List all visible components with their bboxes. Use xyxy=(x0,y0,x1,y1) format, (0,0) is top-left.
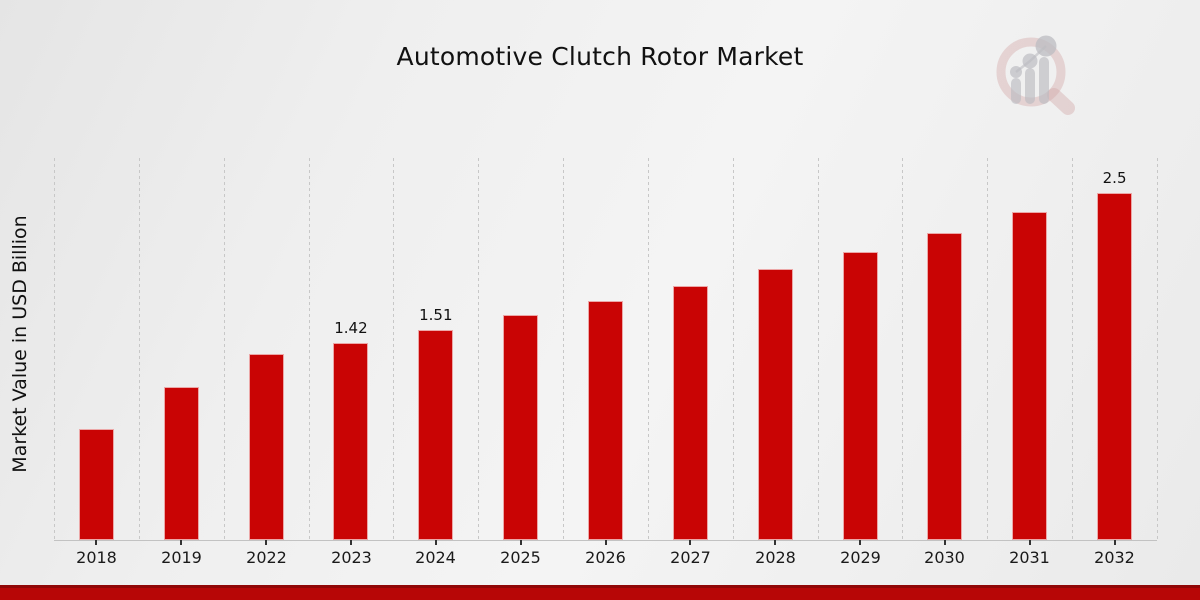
bar-2022 xyxy=(249,354,284,540)
gridline xyxy=(987,158,988,540)
bar-2029 xyxy=(843,252,878,540)
bar-2028 xyxy=(758,269,793,540)
x-axis-tick xyxy=(944,540,946,545)
x-tick-label-2018: 2018 xyxy=(76,548,117,567)
gridline xyxy=(309,158,310,540)
x-tick-label-2028: 2028 xyxy=(755,548,796,567)
bar-2019 xyxy=(164,387,199,540)
logo-trend-dots-icon xyxy=(1010,35,1057,78)
x-axis-tick xyxy=(435,540,437,545)
x-axis-tick xyxy=(774,540,776,545)
chart-title: Automotive Clutch Rotor Market xyxy=(396,42,804,71)
x-axis-tick xyxy=(265,540,267,545)
gridline xyxy=(902,158,903,540)
bar-2026 xyxy=(588,301,623,540)
gridline xyxy=(648,158,649,540)
gridline xyxy=(224,158,225,540)
x-axis-tick xyxy=(605,540,607,545)
gridline xyxy=(478,158,479,540)
gridline xyxy=(393,158,394,540)
x-axis-tick xyxy=(1114,540,1116,545)
gridline xyxy=(733,158,734,540)
bar-2025 xyxy=(503,315,538,540)
bar-2023 xyxy=(333,343,368,540)
x-tick-label-2027: 2027 xyxy=(670,548,711,567)
gridline xyxy=(818,158,819,540)
x-tick-label-2019: 2019 xyxy=(161,548,202,567)
brand-logo-icon xyxy=(996,35,1075,115)
x-tick-label-2030: 2030 xyxy=(924,548,965,567)
x-axis-tick xyxy=(350,540,352,545)
x-axis-tick xyxy=(520,540,522,545)
x-axis-tick xyxy=(1029,540,1031,545)
bar-value-label-2023: 1.42 xyxy=(334,319,368,337)
plot-area: 2018 2019 2022 1.42 2023 1.51 2024 2025 2026 2027… xyxy=(54,158,1158,567)
x-tick-label-2026: 2026 xyxy=(585,548,626,567)
x-tick-label-2022: 2022 xyxy=(246,548,287,567)
x-axis-tick xyxy=(95,540,97,545)
bar-value-label-2032: 2.5 xyxy=(1102,169,1127,187)
bar-2024 xyxy=(418,330,453,540)
bar-2032 xyxy=(1097,193,1132,540)
x-axis-tick xyxy=(180,540,182,545)
x-tick-label-2031: 2031 xyxy=(1009,548,1050,567)
bar-2027 xyxy=(673,286,708,540)
gridline xyxy=(1157,158,1158,540)
x-axis-tick xyxy=(859,540,861,545)
x-tick-label-2032: 2032 xyxy=(1094,548,1135,567)
logo-magnifier-handle-icon xyxy=(1047,88,1075,115)
bar-2030 xyxy=(927,233,962,540)
bar-2018 xyxy=(79,429,114,540)
gridline xyxy=(563,158,564,540)
x-axis-tick xyxy=(689,540,691,545)
x-tick-label-2023: 2023 xyxy=(331,548,372,567)
gridline xyxy=(54,158,55,540)
x-tick-label-2029: 2029 xyxy=(840,548,881,567)
logo-bars-icon xyxy=(1011,57,1049,104)
bar-value-label-2024: 1.51 xyxy=(419,306,453,324)
footer-accent-bar xyxy=(0,585,1200,600)
gridline xyxy=(139,158,140,540)
bar-2031 xyxy=(1012,212,1047,540)
x-tick-label-2025: 2025 xyxy=(500,548,541,567)
x-tick-label-2024: 2024 xyxy=(415,548,456,567)
gridline xyxy=(1072,158,1073,540)
y-axis-label: Market Value in USD Billion xyxy=(9,215,31,473)
